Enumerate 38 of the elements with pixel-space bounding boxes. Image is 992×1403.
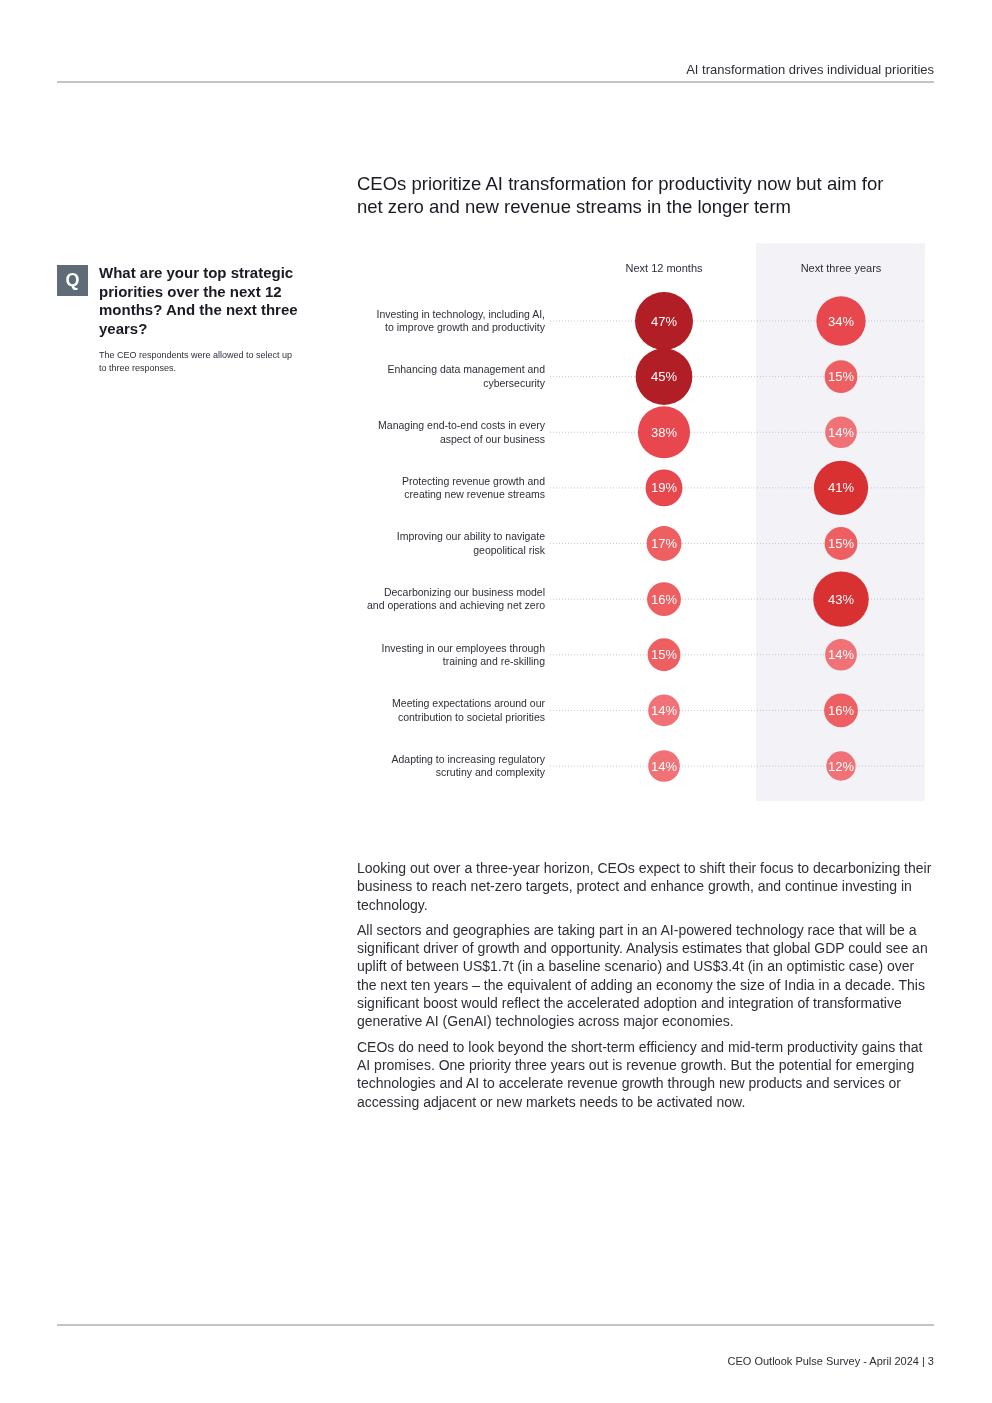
data-label: 38% — [650, 424, 678, 440]
data-label: 43% — [827, 591, 855, 607]
badge: Q — [57, 265, 88, 296]
data-label: 47% — [650, 313, 678, 329]
text: AI transformation drives individual priorities — [686, 62, 934, 77]
y-tick-label: Meeting expectations around our contribution to societal priorities — [392, 697, 546, 723]
y-tick-label: Improving our ability to navigate geopolitical risk — [396, 530, 546, 556]
data-label: 41% — [827, 480, 855, 496]
data-label: 45% — [650, 369, 678, 385]
y-tick-label: Enhancing data management and cybersecurity — [387, 363, 546, 389]
y-tick-label: Protecting revenue growth and creating new revenue streams — [401, 474, 546, 501]
data-label: 14% — [650, 758, 678, 774]
data-label: 16% — [827, 702, 855, 718]
text: CEO Outlook Pulse Survey - April 2024 | 3 — [727, 1355, 934, 1367]
data-label: 34% — [827, 313, 855, 329]
y-tick-label: Decarbonizing our business model and operations and achieving net zero — [366, 585, 546, 612]
x-tick-label: Next 12 months — [625, 262, 704, 274]
x-tick-label: Next three years — [800, 262, 882, 274]
data-label: 15% — [827, 369, 855, 385]
y-tick-label: Adapting to increasing regulatory scrutiny and complexity — [391, 752, 546, 779]
data-label: 14% — [827, 424, 855, 440]
text: Looking out over a three-year horizon, CEOs expect to shift their focus to decarbonizing their business to reach net-zero targets, protect and enhance growth, and continue investing in technology. — [357, 859, 933, 914]
data-label: 15% — [827, 536, 855, 551]
chart-title: CEOs prioritize AI transformation for productivity now but aim for net zero and new revenue streams in the longer term — [357, 172, 885, 218]
y-tick-label: Investing in our employees through training and re-skilling — [381, 641, 546, 667]
y-tick-label: Managing end-to-end costs in every aspect of our business — [378, 419, 546, 445]
data-label: 15% — [650, 647, 678, 663]
text: The CEO respondents were allowed to select up to three responses. — [99, 349, 294, 375]
data-label: 19% — [650, 480, 678, 496]
data-label: 14% — [650, 702, 678, 718]
data-label: 12% — [827, 758, 855, 774]
data-label: 17% — [650, 536, 678, 551]
text: What are your top strategic priorities over the next 12 months? And the next three years? — [99, 264, 299, 338]
text: All sectors and geographies are taking part in an AI-powered technology race that will be a significant driver of growth and opportunity. Analysis estimates that global GDP could see an uplift of between US$1.7t (in a baseline scenario) and US$3.4t (in an optimistic case) over the next ten years – the equivalent of adding an economy the size of India in a decade. This significant boost would reflect the accelerated adoption and integration of transformative generative AI (GenAI) technologies across major economies. — [357, 920, 929, 1031]
y-tick-label: Investing in technology, including AI, to improve growth and productivity — [376, 307, 546, 334]
text: CEOs do need to look beyond the short-term efficiency and mid-term productivity gains that AI promises. One priority three years out is revenue growth. But the potential for emerging technologies and AI to accelerate revenue growth through new products and services or accessing adjacent or new markets needs to be activated now. — [357, 1037, 924, 1111]
data-label: 16% — [650, 591, 678, 607]
data-label: 14% — [827, 647, 855, 663]
